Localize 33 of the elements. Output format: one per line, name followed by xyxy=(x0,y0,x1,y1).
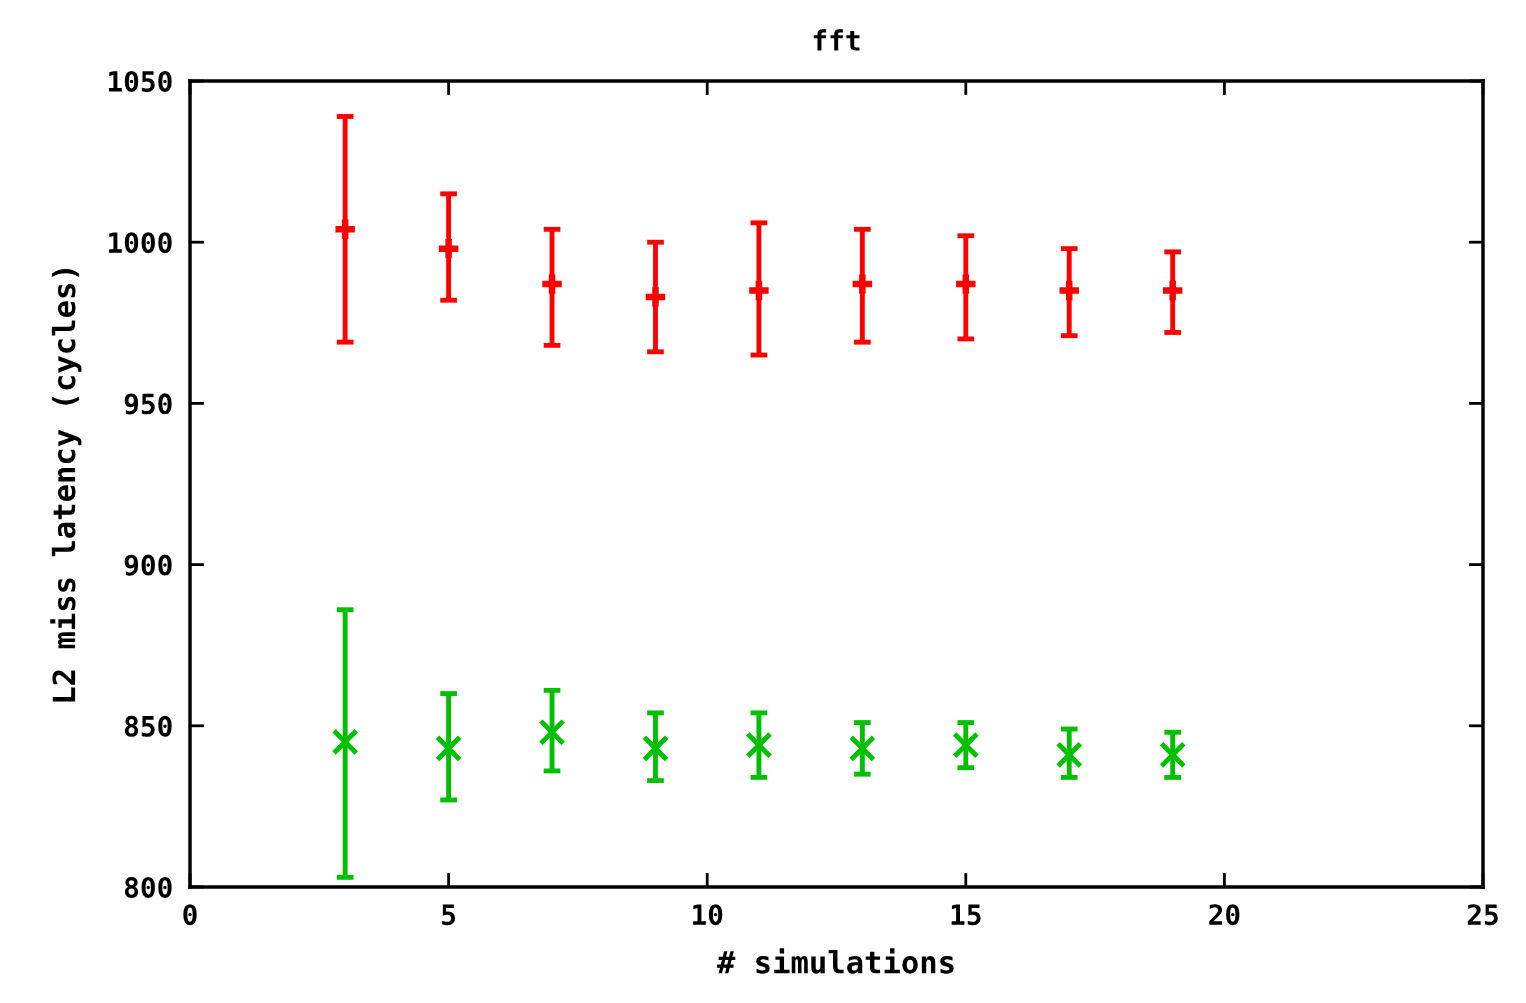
y-tick-label: 850 xyxy=(124,715,172,737)
point xyxy=(745,731,773,759)
point xyxy=(645,287,666,307)
point xyxy=(956,274,976,294)
x-tick-label: 0 xyxy=(183,904,197,926)
y-tick-label: 800 xyxy=(124,876,172,898)
point xyxy=(538,718,566,746)
x-tick-label: 25 xyxy=(1467,904,1498,926)
point xyxy=(542,274,562,294)
x-tick-label: 15 xyxy=(951,904,981,926)
point xyxy=(749,280,769,301)
x-tick-label: 20 xyxy=(1209,904,1240,926)
point xyxy=(438,238,459,259)
y-tick-label: 1000 xyxy=(108,232,172,254)
point xyxy=(1162,280,1183,301)
y-tick-label: 900 xyxy=(124,554,172,576)
x-tick-label: 10 xyxy=(693,904,723,926)
point xyxy=(641,734,670,762)
point xyxy=(952,731,980,759)
point xyxy=(848,734,876,762)
x-tick-label: 5 xyxy=(442,904,456,926)
point xyxy=(852,274,873,294)
y-tick-label: 950 xyxy=(124,393,172,415)
x-axis-title: # simulations xyxy=(716,948,954,974)
y-tick-label: 1050 xyxy=(108,70,172,92)
point xyxy=(335,219,355,240)
point xyxy=(1059,280,1079,301)
point xyxy=(1159,741,1187,769)
point xyxy=(435,734,463,762)
point xyxy=(331,728,359,756)
chart-title: fft xyxy=(813,29,860,51)
point xyxy=(1055,741,1083,769)
y-axis-title: L2 miss latency (cycles) xyxy=(50,268,82,702)
